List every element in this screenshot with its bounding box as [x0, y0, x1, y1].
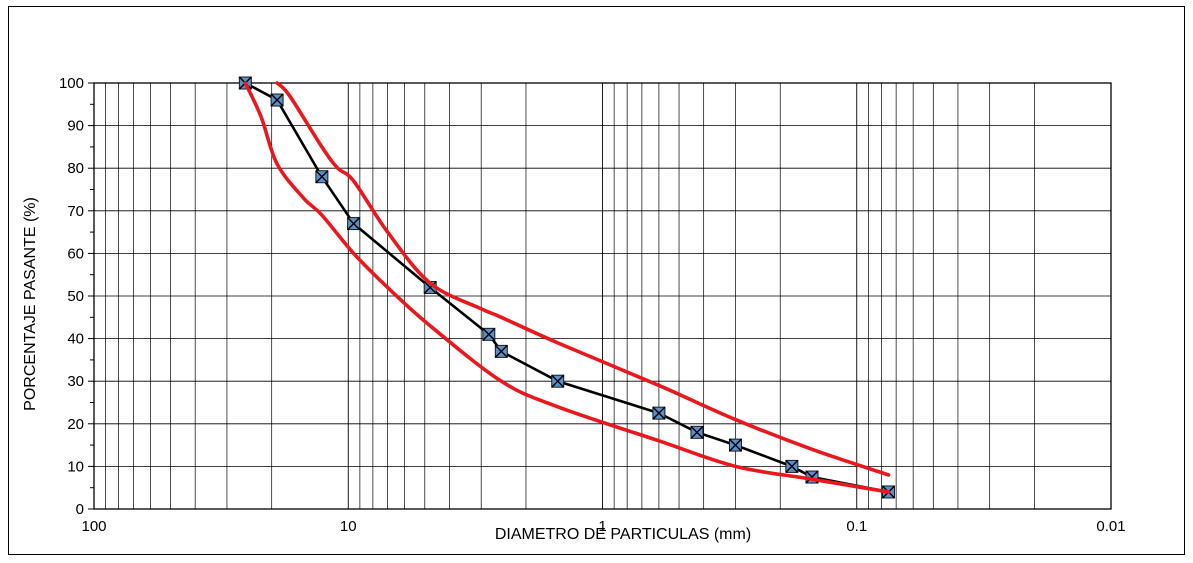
series: [238, 76, 896, 499]
data-point: [652, 406, 666, 420]
data-point-cross: [482, 327, 496, 341]
data-point: [482, 327, 496, 341]
y-tick-label: 60: [67, 245, 84, 262]
y-tick-label: 100: [59, 75, 84, 92]
y-tick-label: 10: [67, 458, 84, 475]
data-point-cross: [728, 438, 742, 452]
data-point: [551, 374, 565, 388]
data-point-cross: [423, 280, 437, 294]
data-point-cross: [551, 374, 565, 388]
data-point-cross: [690, 425, 704, 439]
data-point-cross: [805, 470, 819, 484]
y-tick-label: 80: [67, 160, 84, 177]
data-point-cross: [494, 344, 508, 358]
grid: [94, 82, 1112, 510]
x-tick-label: 0.1: [846, 518, 867, 535]
x-axis-title: DIAMETRO DE PARTICULAS (mm): [495, 526, 751, 543]
y-tick-label: 90: [67, 118, 84, 135]
y-tick-label: 20: [67, 416, 84, 433]
x-tick-label: 1: [598, 518, 606, 535]
data-point-cross: [270, 93, 284, 107]
data-point: [494, 344, 508, 358]
y-tick-label: 40: [67, 331, 84, 348]
data-point-cross: [652, 406, 666, 420]
data-point: [785, 459, 799, 473]
y-tick-label: 70: [67, 203, 84, 220]
envelope-line: [275, 81, 891, 477]
envelope-line: [243, 81, 891, 494]
data-point-cross: [785, 459, 799, 473]
data-point: [690, 425, 704, 439]
data-point-cross: [347, 217, 361, 231]
data-point: [347, 217, 361, 231]
data-point: [728, 438, 742, 452]
data-point: [315, 170, 329, 184]
grain-size-chart: 0 10 20 30 40 50 60 70 80 90 100 100 10 1 0.1 0.01 PORC…: [22, 75, 1126, 543]
x-tick-label: 10: [340, 518, 357, 535]
y-axis-title: PORCENTAJE PASANTE (%): [22, 197, 39, 411]
chart-frame: 0 10 20 30 40 50 60 70 80 90 100 100 10 1 0.1 0.01 PORC…: [8, 6, 1185, 555]
y-tick-label: 30: [67, 373, 84, 390]
data-point-cross: [315, 170, 329, 184]
y-tick-label: 0: [76, 501, 84, 518]
axes: 0 10 20 30 40 50 60 70 80 90 100 100 10 1 0.1 0.01: [59, 75, 1126, 535]
gradation-line: [244, 81, 889, 494]
data-point: [270, 93, 284, 107]
y-tick-label: 50: [67, 288, 84, 305]
x-tick-label: 100: [81, 518, 106, 535]
x-tick-label: 0.01: [1096, 518, 1125, 535]
